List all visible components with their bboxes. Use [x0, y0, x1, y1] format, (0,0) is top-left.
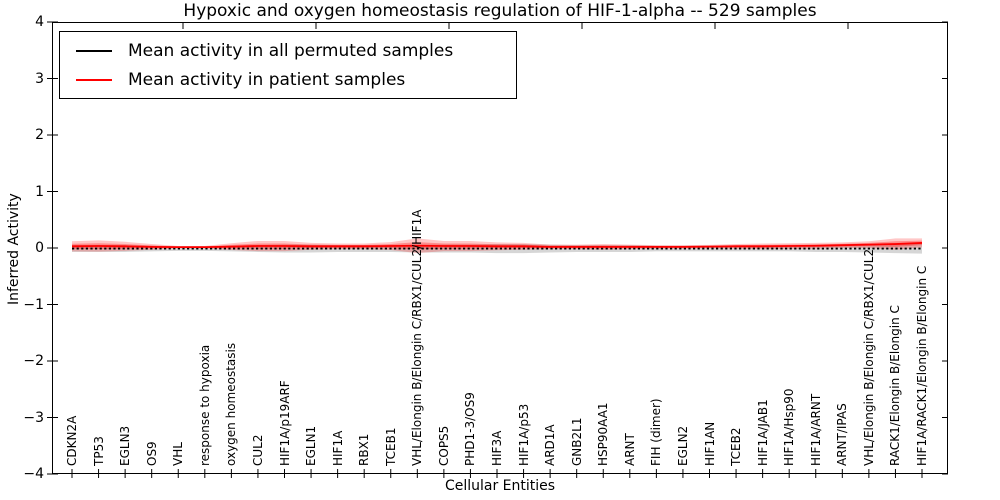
x-tick-label: CDKN2A — [65, 415, 79, 466]
x-axis-title: Cellular Entities — [444, 478, 556, 494]
patient-line-swatch-icon — [76, 78, 112, 81]
y-tick-label: 4 — [35, 14, 44, 30]
x-tick-label: EGLN1 — [304, 425, 319, 466]
x-tick-label: HIF1A/RACK1/Elongin B/Elongin C — [915, 265, 929, 466]
x-tick-label: VHL — [171, 442, 186, 466]
legend-label-patient: Mean activity in patient samples — [128, 69, 406, 90]
x-tick-label: PHD1-3/OS9 — [463, 392, 478, 466]
y-tick-label: −1 — [23, 296, 44, 313]
x-tick-label: OS9 — [144, 441, 159, 466]
x-tick-label: RBX1 — [357, 433, 372, 466]
x-tick-label: HSP90AA1 — [596, 402, 611, 466]
x-tick-label: TCEB2 — [729, 427, 744, 466]
chart-title: Hypoxic and oxygen homeostasis regulatio… — [183, 1, 817, 21]
x-tick-label: RACK1/Elongin B/Elongin C — [888, 305, 903, 466]
x-tick-label: ARD1A — [543, 424, 558, 466]
x-tick-label: response to hypoxia — [197, 344, 212, 466]
x-tick-label: ARNT/IPAS — [835, 403, 850, 466]
mean-activity-in-patient-samples-line — [71, 242, 923, 249]
y-tick-label: −2 — [23, 353, 44, 369]
x-tick-label: HIF1A/JAB1 — [755, 399, 770, 466]
x-tick-label: HIF1A — [330, 430, 345, 466]
x-tick-label: EGLN2 — [675, 425, 690, 466]
legend-entry-patient: Mean activity in patient samples — [76, 70, 516, 90]
x-tick-label: HIF1A/Hsp90 — [782, 388, 797, 466]
x-tick-label: HIF1A/ARNT — [808, 393, 823, 466]
x-tick-label: HIF1AN — [702, 421, 717, 466]
y-tick-label: −4 — [23, 466, 44, 482]
x-tick-label: HIF1A/p19ARF — [277, 380, 292, 466]
x-tick-label: HIF3A — [490, 430, 504, 466]
x-tick-label: FIH (dimer) — [649, 398, 664, 466]
legend: Mean activity in all permuted samples Me… — [59, 31, 517, 99]
legend-label-permuted: Mean activity in all permuted samples — [128, 40, 454, 61]
y-tick-label: 3 — [35, 70, 44, 87]
y-tick-label: 0 — [35, 240, 44, 256]
legend-entry-permuted: Mean activity in all permuted samples — [76, 41, 516, 61]
y-tick-label: 2 — [35, 127, 44, 143]
y-tick-label: 1 — [35, 183, 44, 200]
x-tick-label: VHL/Elongin B/Elongin C/RBX1/CUL2/HIF1A — [410, 209, 425, 466]
x-tick-label: oxygen homeostasis — [224, 342, 239, 466]
x-tick-label: ARNT — [622, 433, 637, 466]
x-tick-label: TCEB1 — [383, 427, 398, 466]
y-tick-label: −3 — [23, 409, 44, 426]
x-tick-label: CUL2 — [250, 434, 265, 466]
x-tick-label: HIF1A/p53 — [516, 403, 531, 466]
x-tick-label: VHL/Elongin B/Elongin C/RBX1/CUL2 — [861, 248, 876, 466]
x-tick-label: EGLN3 — [118, 425, 133, 466]
permuted-line-swatch-icon — [76, 49, 112, 52]
x-tick-label: TP53 — [91, 436, 106, 466]
x-tick-label: GNB2L1 — [569, 417, 584, 466]
x-tick-label: COPS5 — [436, 425, 451, 466]
